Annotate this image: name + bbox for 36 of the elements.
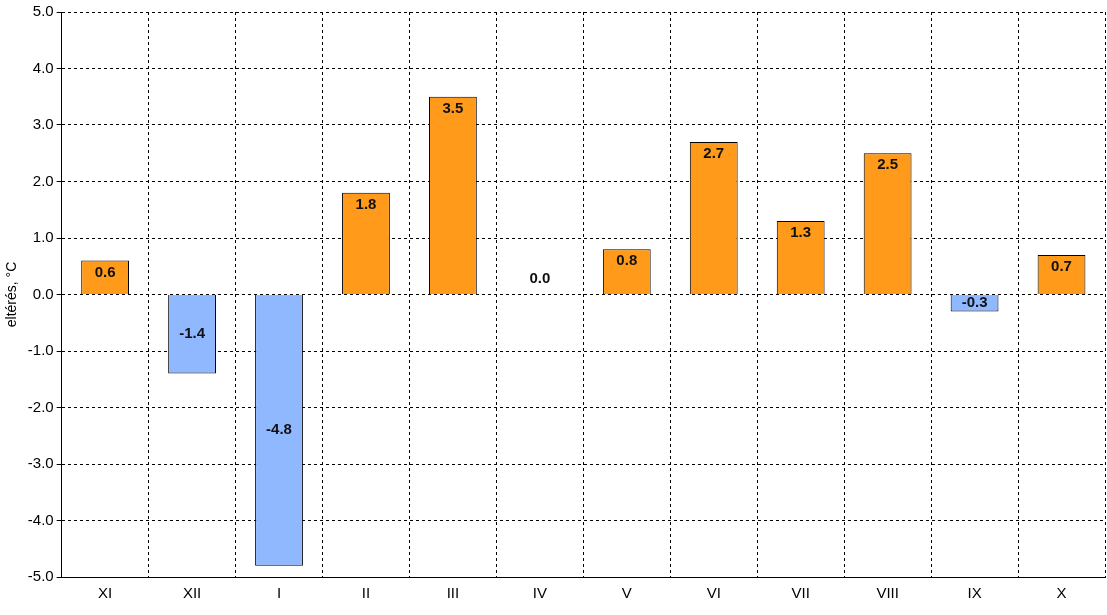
y-tick-label: 3.0	[32, 115, 54, 133]
y-tick-label: -4.0	[27, 510, 54, 528]
data-label: 1.3	[790, 223, 812, 241]
x-tick-label: XII	[182, 584, 202, 602]
y-tick-label: 4.0	[32, 58, 54, 76]
y-tick-label: -3.0	[27, 454, 54, 472]
data-label: 0.8	[616, 251, 638, 269]
data-label: 0.0	[529, 268, 551, 286]
x-tick-label: I	[276, 584, 282, 602]
data-label: 1.8	[355, 194, 377, 212]
y-tick-label: 5.0	[32, 2, 54, 20]
x-tick-label: XI	[98, 584, 113, 602]
y-axis-title: eltérés, °C	[3, 261, 20, 328]
x-tick-label: VII	[791, 584, 810, 602]
x-tick-label: IX	[967, 584, 982, 602]
y-tick-label: -2.0	[27, 397, 54, 415]
data-label: 0.6	[94, 262, 116, 280]
x-tick-label: X	[1056, 584, 1067, 602]
data-label: 2.5	[877, 155, 899, 173]
y-tick-label: 1.0	[32, 228, 54, 246]
x-tick-label: IV	[532, 584, 547, 602]
y-tick-label: -5.0	[27, 567, 54, 585]
y-tick-label: 0.0	[32, 284, 54, 302]
data-label: -1.4	[179, 324, 206, 342]
y-tick-label: 2.0	[32, 171, 54, 189]
data-label: 0.7	[1051, 257, 1072, 275]
data-label: 3.5	[442, 98, 464, 116]
x-tick-label: II	[361, 584, 371, 602]
data-label: 2.7	[703, 144, 725, 162]
x-tick-label: VI	[706, 584, 721, 602]
x-tick-label: III	[446, 584, 460, 602]
x-tick-label: V	[621, 584, 632, 602]
y-tick-label: -1.0	[27, 341, 54, 359]
x-tick-label: VIII	[876, 584, 899, 602]
data-label: -0.3	[961, 293, 988, 311]
data-label: -4.8	[266, 420, 292, 438]
